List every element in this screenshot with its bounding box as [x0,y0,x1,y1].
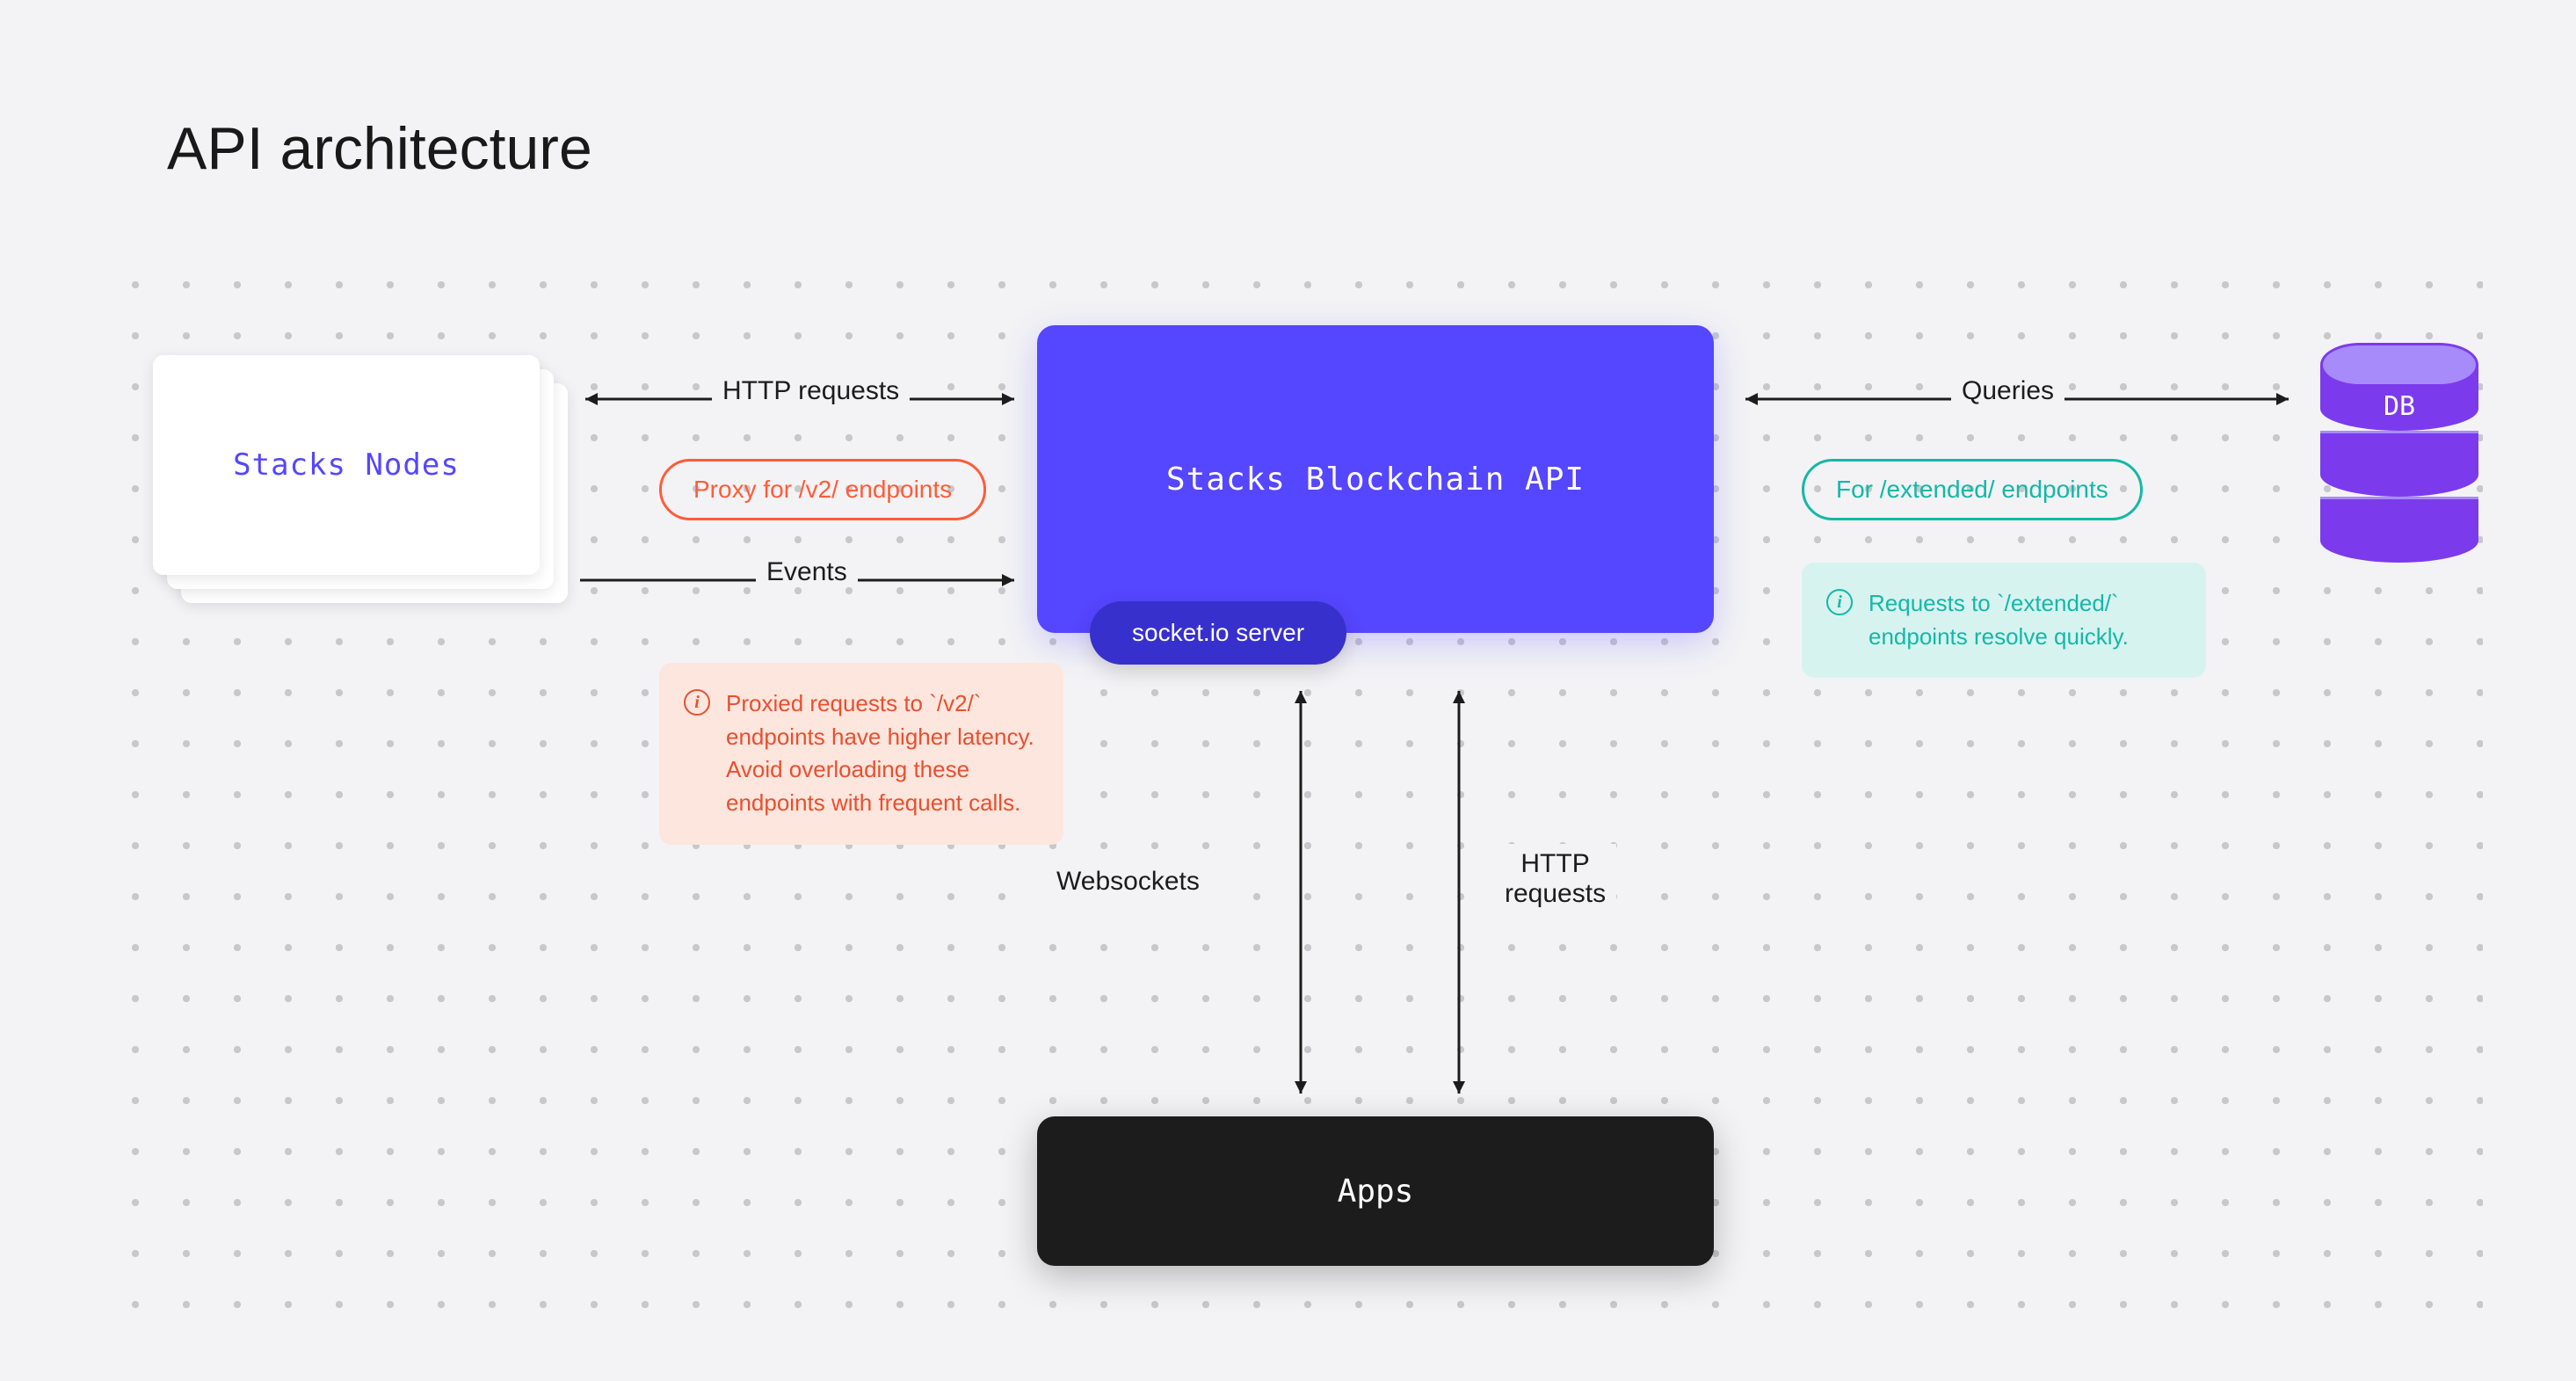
pill-extended: For /extended/ endpoints [1802,459,2143,520]
arrow-label-queries: Queries [1951,376,2064,406]
info-extended-text: Requests to `/extended/` endpoints resol… [1869,590,2129,650]
apps-box: Apps [1037,1116,1714,1266]
label-websockets: Websockets [1046,861,1210,902]
info-icon: i [684,689,710,716]
arrow-label-events: Events [756,557,858,587]
arrow-http-vertical [1450,677,1468,1108]
stacks-nodes-card: Stacks Nodes [153,355,540,575]
db-cylinder: DB [2320,343,2478,563]
api-box: Stacks Blockchain API socket.io server [1037,325,1714,633]
socket-io-pill: socket.io server [1090,601,1346,665]
arrow-label-http: HTTP requests [712,376,910,406]
info-icon: i [1826,589,1853,615]
pill-proxy: Proxy for /v2/ endpoints [659,459,986,520]
label-http-vertical: HTTP requests [1494,844,1616,914]
info-proxy-text: Proxied requests to `/v2/` endpoints hav… [726,690,1034,816]
db-label: DB [2320,391,2478,422]
info-extended-note: i Requests to `/extended/` endpoints res… [1802,563,2206,678]
stacks-nodes-label: Stacks Nodes [233,447,460,483]
api-label: Stacks Blockchain API [1166,462,1585,498]
info-proxy-note: i Proxied requests to `/v2/` endpoints h… [659,663,1063,845]
page-title: API architecture [167,114,592,183]
apps-label: Apps [1338,1174,1414,1210]
arrow-websockets [1292,677,1310,1108]
